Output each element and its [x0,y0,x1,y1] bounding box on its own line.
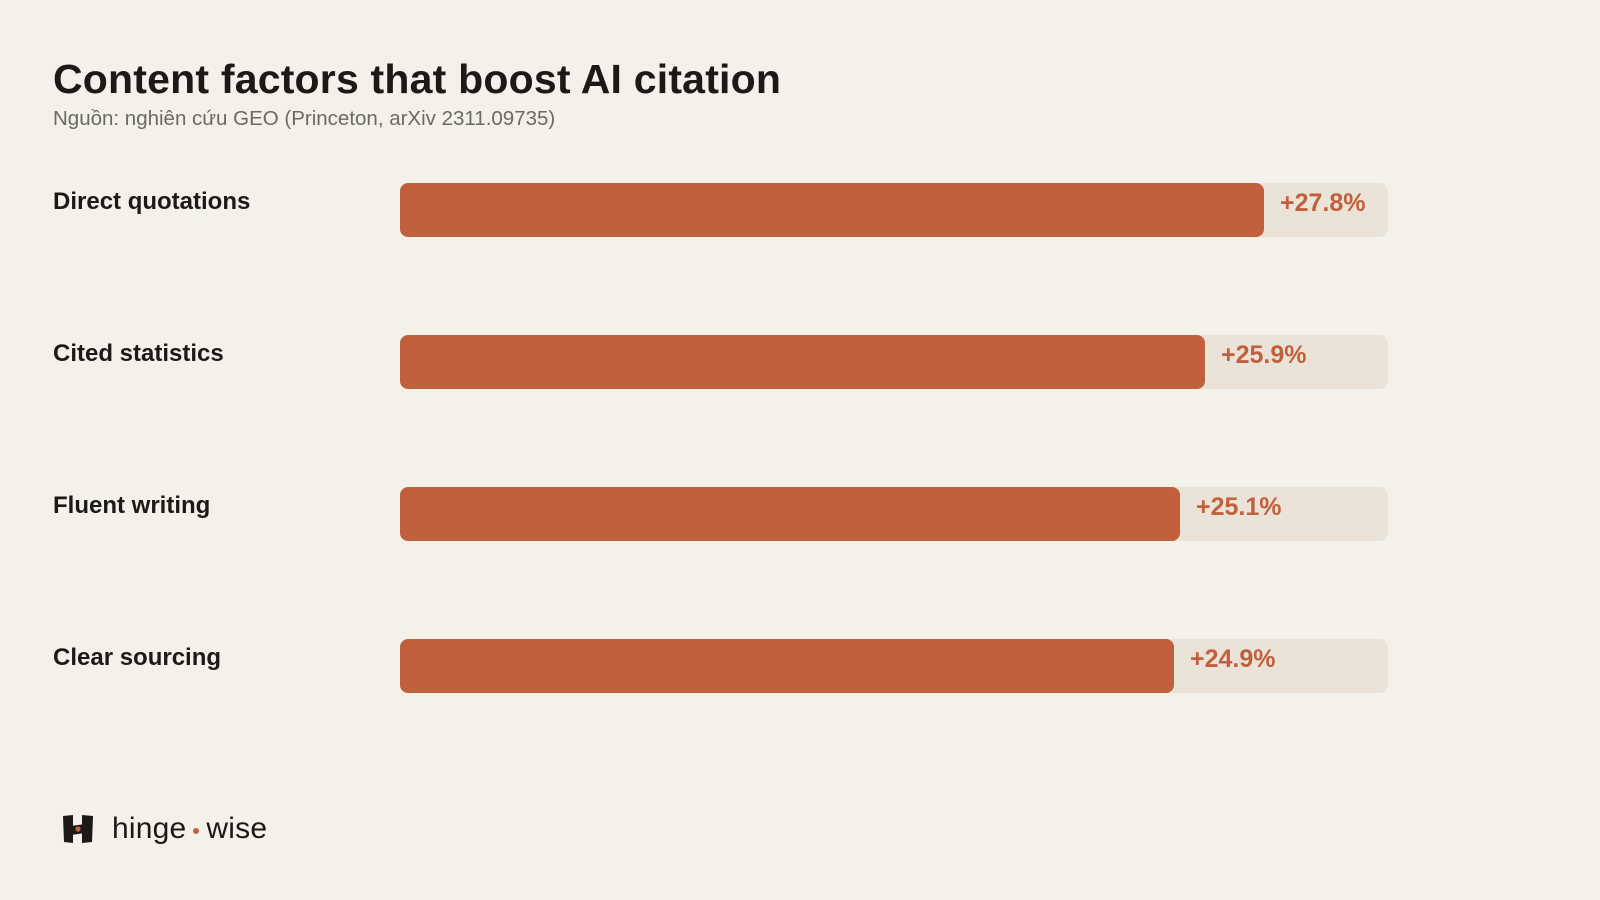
bar-value-label: +24.9% [1190,645,1276,673]
brand-logo: hinge wise [62,812,267,846]
bar [400,639,1174,693]
bar-value-label: +25.1% [1196,493,1282,521]
bar [400,183,1264,237]
brand-name-left: hinge [112,812,187,845]
chart-title: Content factors that boost AI citation [53,56,782,102]
bar-track: +25.9% [400,335,1388,389]
bar-track: +25.1% [400,487,1388,541]
bar-category-label: Direct quotations [53,188,251,215]
bar [400,335,1205,389]
bar-category-label: Clear sourcing [53,644,222,671]
bar-value-label: +25.9% [1221,341,1307,369]
bar-category-label: Fluent writing [53,492,211,519]
bar-track: +27.8% [400,183,1388,237]
bar-category-label: Cited statistics [53,340,224,367]
hinge-logo-icon [63,815,93,843]
bar [400,487,1180,541]
brand-dot [193,828,200,834]
brand-name-right: wise [206,812,268,845]
brand-name: hinge wise [112,812,267,846]
bar-track: +24.9% [400,639,1388,693]
bar-value-label: +27.8% [1280,189,1366,217]
chart-subtitle: Nguồn: nghiên cứu GEO (Princeton, arXiv … [53,107,556,130]
